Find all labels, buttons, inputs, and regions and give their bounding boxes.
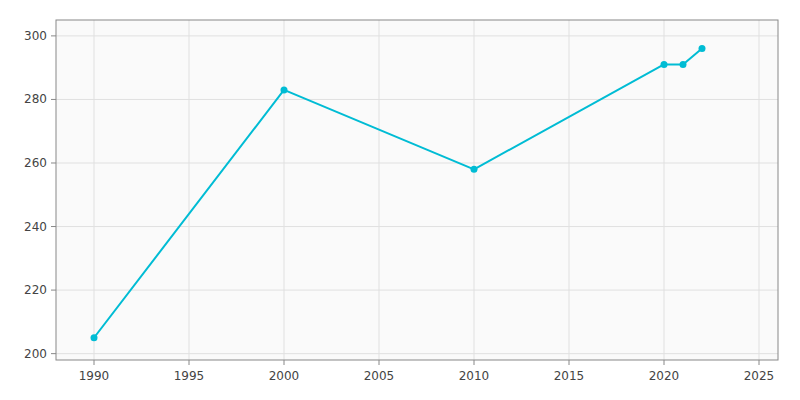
point xyxy=(661,61,668,68)
x-grid-line xyxy=(759,20,760,360)
x-tick-label: 2010 xyxy=(459,369,490,383)
x-tick-label: 2005 xyxy=(364,369,395,383)
y-tick-label: 240 xyxy=(24,220,47,234)
x-tick xyxy=(94,360,95,365)
x-tick xyxy=(379,360,380,365)
x-grid-line xyxy=(189,20,190,360)
y-tick-label: 280 xyxy=(24,92,47,106)
x-tick-label: 1990 xyxy=(79,369,110,383)
y-tick xyxy=(51,226,56,227)
x-grid-line xyxy=(474,20,475,360)
y-grid-line xyxy=(56,35,778,36)
x-tick xyxy=(664,360,665,365)
data-layer xyxy=(91,45,706,341)
x-tick xyxy=(474,360,475,365)
point xyxy=(471,166,478,173)
y-tick xyxy=(51,162,56,163)
x-tick-label: 2025 xyxy=(744,369,775,383)
y-tick xyxy=(51,353,56,354)
y-tick-label: 220 xyxy=(24,283,47,297)
x-tick xyxy=(189,360,190,365)
grid xyxy=(56,20,778,360)
x-tick-label: 2020 xyxy=(649,369,680,383)
y-grid-line xyxy=(56,162,778,163)
y-tick-label: 300 xyxy=(24,29,47,43)
line xyxy=(94,49,702,338)
y-grid-line xyxy=(56,290,778,291)
x-tick xyxy=(569,360,570,365)
y-tick xyxy=(51,99,56,100)
y-tick xyxy=(51,35,56,36)
x-grid-line xyxy=(664,20,665,360)
y-grid-line xyxy=(56,353,778,354)
y-grid-line xyxy=(56,99,778,100)
y-grid-line xyxy=(56,226,778,227)
x-grid-line xyxy=(284,20,285,360)
axes: 1990 1995 2000 2005 2010 2015 2020 2025 200 220 24… xyxy=(24,20,778,383)
plot-background xyxy=(56,20,778,360)
y-tick xyxy=(51,290,56,291)
y-tick-label: 200 xyxy=(24,347,47,361)
x-tick xyxy=(284,360,285,365)
point xyxy=(281,86,288,93)
x-grid-line xyxy=(94,20,95,360)
x-tick xyxy=(759,360,760,365)
x-grid-line xyxy=(379,20,380,360)
x-grid-line xyxy=(569,20,570,360)
point xyxy=(91,334,98,341)
chart-svg: 1990 1995 2000 2005 2010 2015 2020 2025 200 220 24… xyxy=(0,0,800,400)
y-tick-label: 260 xyxy=(24,156,47,170)
x-tick-label: 1995 xyxy=(174,369,205,383)
x-tick-label: 2000 xyxy=(269,369,300,383)
chart-container: 1990 1995 2000 2005 2010 2015 2020 2025 200 220 24… xyxy=(0,0,800,400)
point xyxy=(680,61,687,68)
plot-frame xyxy=(56,20,778,360)
point xyxy=(699,45,706,52)
x-tick-label: 2015 xyxy=(554,369,585,383)
